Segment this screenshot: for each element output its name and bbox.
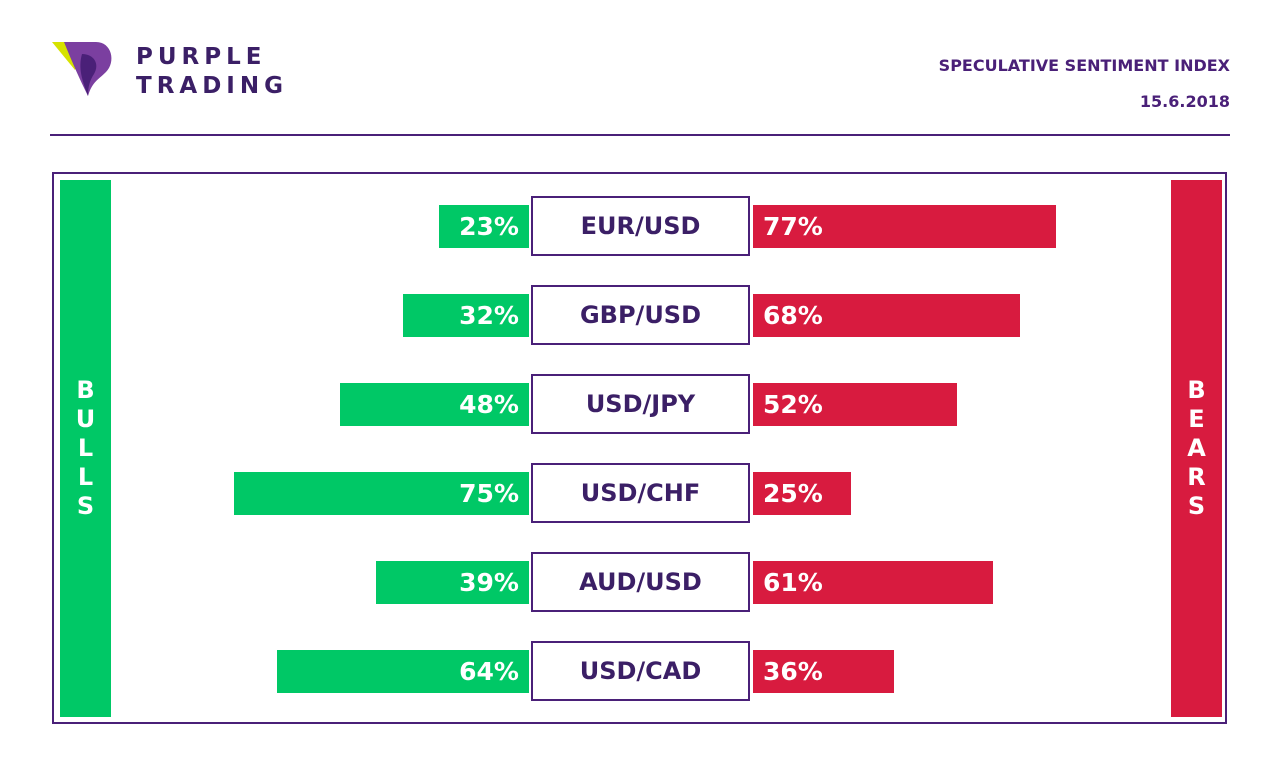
bull-bar-aud-usd: 39% [375, 561, 529, 604]
pair-label-usd-chf: USD/CHF [531, 463, 750, 523]
bear-bar-usd-cad: 36% [753, 650, 895, 693]
bear-bar-eur-usd: 77% [753, 205, 1056, 248]
chart-frame [52, 172, 1227, 724]
bull-bar-gbp-usd: 32% [403, 294, 529, 337]
logo-line-2: TRADING [136, 73, 288, 99]
logo-line-1: PURPLE [136, 44, 267, 70]
header-info: SPECULATIVE SENTIMENT INDEX 15.6.2018 [939, 56, 1230, 112]
report-date: 15.6.2018 [1139, 92, 1230, 111]
bulls-sidebar: BULLS [60, 180, 111, 717]
bulls-label: BULLS [75, 376, 96, 520]
logo-text: PURPLE TRADING [136, 43, 288, 101]
bull-bar-usd-chf: 75% [234, 472, 529, 515]
bull-bar-eur-usd: 23% [438, 205, 529, 248]
bear-bar-gbp-usd: 68% [753, 294, 1021, 337]
bears-label: BEARS [1187, 376, 1206, 520]
bear-bar-aud-usd: 61% [753, 561, 993, 604]
bull-bar-usd-cad: 64% [277, 650, 529, 693]
page-title: SPECULATIVE SENTIMENT INDEX [938, 56, 1230, 75]
bear-bar-usd-chf: 25% [753, 472, 852, 515]
bull-bar-usd-jpy: 48% [340, 383, 529, 426]
pair-label-gbp-usd: GBP/USD [531, 285, 750, 345]
pair-label-usd-jpy: USD/JPY [531, 374, 750, 434]
pair-label-aud-usd: AUD/USD [531, 552, 750, 612]
purple-trading-logo: PURPLE TRADING [52, 40, 312, 100]
logo-mark-icon [52, 42, 112, 96]
bears-sidebar: BEARS [1171, 180, 1222, 717]
pair-label-eur-usd: EUR/USD [531, 196, 750, 256]
pair-label-usd-cad: USD/CAD [531, 641, 750, 701]
bear-bar-usd-jpy: 52% [753, 383, 958, 426]
header-divider [50, 134, 1230, 136]
